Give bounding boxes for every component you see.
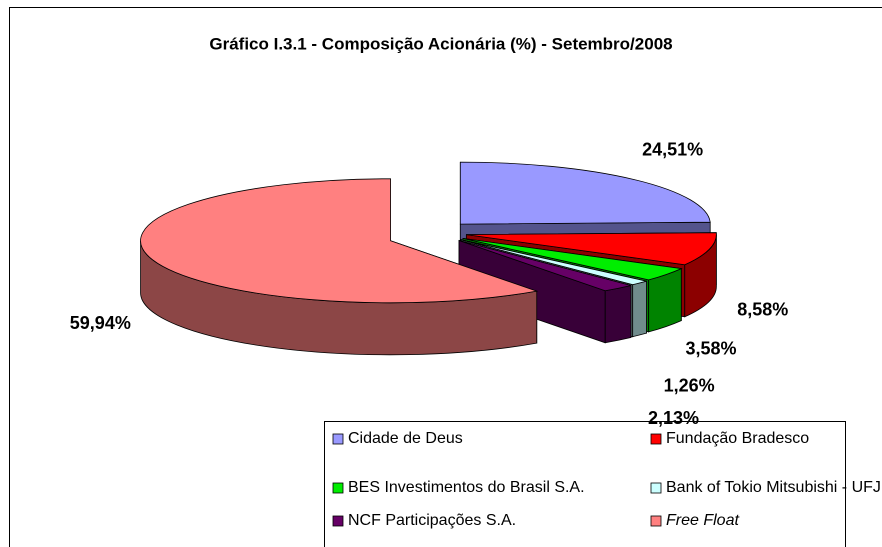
slice-sides [140,234,717,356]
data-label: 1,26% [664,376,715,396]
data-label: 8,58% [737,299,788,319]
pie-slice [462,238,683,281]
legend-swatch [650,482,662,494]
slice-side [604,284,632,344]
slice-tops [140,161,717,304]
data-label: 24,51% [642,140,703,160]
legend-label: Fundação Bradesco [666,430,809,447]
data-label: 3,58% [685,338,736,358]
legend-swatch [332,515,344,527]
chart-title: Gráfico I.3.1 - Composição Acionária (%)… [209,34,672,53]
legend-swatch [332,482,344,494]
legend-swatch [650,433,662,445]
legend [324,421,846,547]
pie-slice [466,232,717,266]
data-label: 2,13% [648,408,699,428]
slice-side [632,280,647,338]
legend-label: Bank of Tokio Mitsubishi - UFJ (MUFG) [666,479,882,496]
pie-slice [459,161,711,225]
legend-label: Free Float [666,512,739,529]
legend-swatch [650,515,662,527]
legend-label: BES Investimentos do Brasil S.A. [348,479,585,496]
data-label: 59,94% [70,313,131,333]
pie-slice [458,240,632,292]
legend-label: NCF Participações S.A. [348,512,516,529]
pie-slice [460,239,647,286]
legend-swatch [332,433,344,445]
legend-label: Cidade de Deus [348,430,463,447]
pie-slice [140,178,539,304]
